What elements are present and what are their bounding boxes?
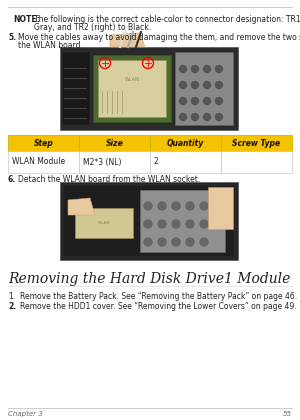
Circle shape [179, 66, 187, 73]
Circle shape [191, 97, 199, 105]
Text: WLAN: WLAN [124, 77, 140, 82]
FancyBboxPatch shape [60, 182, 238, 260]
Text: Move the cables away to avoid damaging the them, and remove the two screws on th: Move the cables away to avoid damaging t… [18, 33, 300, 42]
Polygon shape [208, 187, 233, 229]
Circle shape [172, 238, 180, 246]
Circle shape [172, 220, 180, 228]
Circle shape [172, 202, 180, 210]
Circle shape [191, 66, 199, 73]
Circle shape [186, 238, 194, 246]
Circle shape [203, 97, 211, 105]
FancyBboxPatch shape [60, 47, 238, 130]
Text: Remove the Battery Pack. See “Removing the Battery Pack” on page 46.: Remove the Battery Pack. See “Removing t… [20, 292, 297, 301]
Circle shape [200, 238, 208, 246]
FancyBboxPatch shape [175, 52, 233, 125]
FancyBboxPatch shape [221, 151, 292, 173]
FancyBboxPatch shape [8, 151, 79, 173]
FancyBboxPatch shape [150, 135, 221, 151]
Text: 1.: 1. [8, 292, 15, 301]
FancyBboxPatch shape [98, 60, 166, 117]
Circle shape [186, 202, 194, 210]
Circle shape [179, 81, 187, 89]
Text: WLAN Module: WLAN Module [12, 158, 65, 166]
Circle shape [144, 202, 152, 210]
Circle shape [186, 220, 194, 228]
Circle shape [200, 202, 208, 210]
Text: 2.: 2. [8, 302, 16, 311]
Text: WLAN: WLAN [98, 221, 110, 225]
Text: 5.: 5. [8, 33, 16, 42]
Text: 6.: 6. [8, 175, 16, 184]
Text: Remove the HDD1 cover. See “Removing the Lower Covers” on page 49.: Remove the HDD1 cover. See “Removing the… [20, 302, 297, 311]
Circle shape [179, 97, 187, 105]
FancyBboxPatch shape [221, 135, 292, 151]
FancyBboxPatch shape [79, 135, 150, 151]
FancyBboxPatch shape [62, 52, 90, 125]
Circle shape [158, 202, 166, 210]
Text: NOTE:: NOTE: [13, 15, 40, 24]
Text: Quantity: Quantity [167, 139, 204, 147]
FancyBboxPatch shape [93, 55, 171, 122]
Text: the WLAN board.: the WLAN board. [18, 41, 83, 50]
Circle shape [215, 81, 223, 89]
Circle shape [215, 66, 223, 73]
Circle shape [203, 113, 211, 121]
Circle shape [215, 97, 223, 105]
Text: Step: Step [34, 139, 53, 147]
Text: Size: Size [106, 139, 123, 147]
Circle shape [203, 66, 211, 73]
Circle shape [158, 238, 166, 246]
FancyBboxPatch shape [63, 185, 235, 257]
Circle shape [179, 113, 187, 121]
Text: Screw Type: Screw Type [232, 139, 280, 147]
Polygon shape [68, 198, 95, 215]
Text: 55: 55 [283, 411, 292, 417]
Text: Removing the Hard Disk Drive1 Module: Removing the Hard Disk Drive1 Module [8, 272, 290, 286]
FancyBboxPatch shape [8, 135, 79, 151]
Circle shape [191, 113, 199, 121]
FancyBboxPatch shape [75, 208, 133, 238]
Text: The following is the correct cable-color to connector designation: TR1 (left) to: The following is the correct cable-color… [34, 15, 300, 24]
Text: Chapter 3: Chapter 3 [8, 411, 43, 417]
Polygon shape [110, 33, 145, 47]
FancyBboxPatch shape [140, 190, 225, 252]
Text: Detach the WLAN board from the WLAN socket.: Detach the WLAN board from the WLAN sock… [18, 175, 200, 184]
Text: 2: 2 [154, 158, 159, 166]
Circle shape [158, 220, 166, 228]
Circle shape [144, 238, 152, 246]
FancyBboxPatch shape [79, 151, 150, 173]
Circle shape [191, 81, 199, 89]
Text: M2*3 (NL): M2*3 (NL) [83, 158, 122, 166]
Circle shape [200, 220, 208, 228]
Circle shape [215, 113, 223, 121]
Text: Gray, and TR2 (right) to Black.: Gray, and TR2 (right) to Black. [34, 23, 151, 32]
Circle shape [203, 81, 211, 89]
FancyBboxPatch shape [150, 151, 221, 173]
Circle shape [144, 220, 152, 228]
